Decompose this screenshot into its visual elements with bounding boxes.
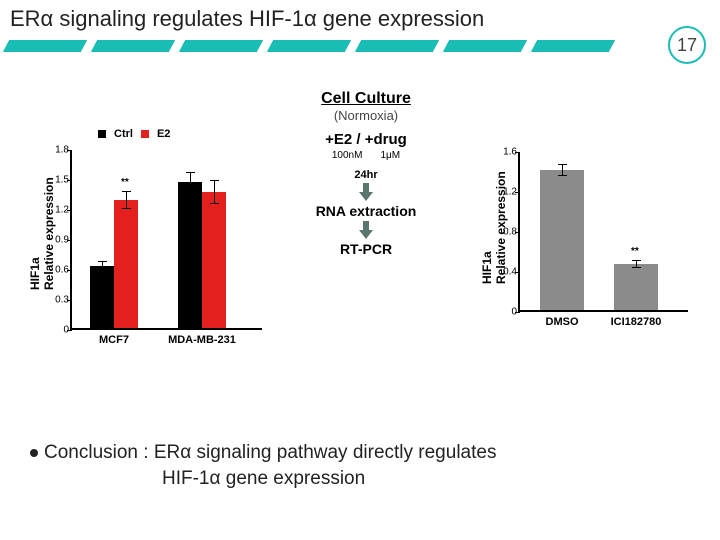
flow-doses: 100nM 1μM — [286, 150, 446, 161]
flow-diagram: Cell Culture (Normoxia) +E2 / +drug 100n… — [286, 90, 446, 259]
errorbar — [102, 261, 103, 271]
conclusion-text2: HIF-1α gene expression — [162, 468, 365, 489]
flow-dose-right: 1μM — [380, 150, 400, 161]
errorbar — [636, 260, 637, 268]
conclusion-label: Conclusion : — [44, 442, 154, 463]
errorbar — [214, 180, 215, 204]
arrow-icon — [359, 183, 373, 201]
bar — [202, 192, 226, 328]
slide-title: ERα signaling regulates HIF-1α gene expr… — [10, 6, 484, 32]
chart-left-legend: Ctrl E2 — [98, 128, 170, 140]
slide-number-badge: 17 — [668, 26, 706, 64]
errorbar — [126, 191, 127, 209]
flow-dose-left: 100nM — [332, 150, 363, 161]
chart-left: Ctrl E2 HIF1aRelative expression 00.30.6… — [20, 130, 272, 362]
conclusion-text1: ERα signaling pathway directly regulates — [154, 442, 497, 463]
chart-right-plot: 00.40.81.21.6DMSOICI182780** — [518, 152, 688, 312]
legend-swatch-ctrl — [98, 130, 106, 138]
significance-star: ** — [631, 246, 639, 257]
arrow-icon — [359, 221, 373, 239]
legend-label-ctrl: Ctrl — [114, 128, 133, 140]
bar — [614, 264, 658, 310]
chart-left-plot: 00.30.60.91.21.51.8MCF7MDA-MB-231** — [70, 150, 262, 330]
legend-swatch-e2 — [141, 130, 149, 138]
flow-step1: RNA extraction — [286, 203, 446, 219]
bar — [90, 266, 114, 328]
errorbar — [190, 172, 191, 192]
flow-header: Cell Culture — [286, 90, 446, 108]
xlabel: MCF7 — [80, 334, 148, 346]
significance-star: ** — [121, 177, 129, 188]
flow-step2: RT-PCR — [286, 241, 446, 257]
flow-time: 24hr — [286, 169, 446, 181]
chart-left-ylabel: HIF1aRelative expression — [28, 177, 56, 290]
bar — [178, 182, 202, 328]
xlabel: MDA-MB-231 — [168, 334, 236, 346]
chart-right: HIF1aRelative expression 00.40.81.21.6DM… — [474, 144, 700, 344]
errorbar — [562, 164, 563, 176]
conclusion: Conclusion : ERα signaling pathway direc… — [30, 440, 496, 491]
bar — [114, 200, 138, 328]
flow-sub: (Normoxia) — [286, 108, 446, 123]
legend-label-e2: E2 — [157, 128, 170, 140]
xlabel: ICI182780 — [602, 316, 670, 328]
flow-treat: +E2 / +drug — [286, 131, 446, 148]
bullet-icon — [30, 449, 38, 457]
xlabel: DMSO — [528, 316, 596, 328]
decor-bars — [6, 40, 612, 52]
bar — [540, 170, 584, 310]
